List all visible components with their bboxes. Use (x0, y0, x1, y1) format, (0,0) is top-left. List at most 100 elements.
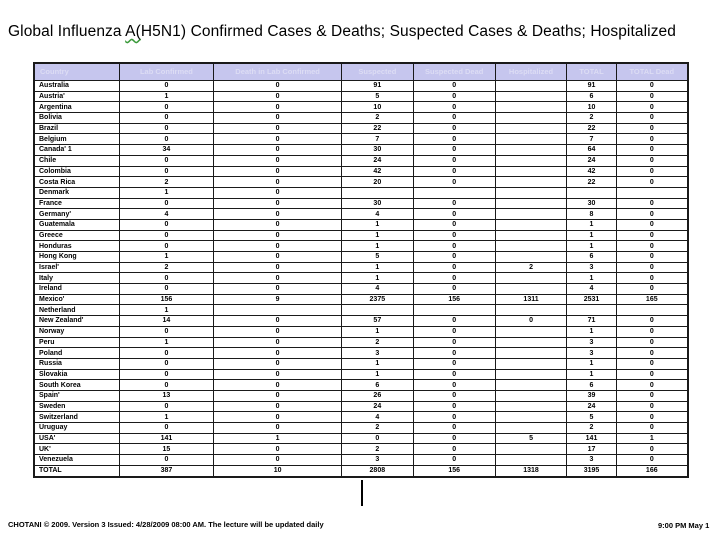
value-cell: 1 (566, 218, 617, 231)
value-cell: 0 (213, 400, 342, 413)
value-cell: 2 (340, 422, 414, 434)
value-cell: 0 (615, 357, 689, 370)
value-cell: 3195 (566, 464, 617, 478)
country-cell: Slovakia (33, 368, 120, 381)
value-cell: 4 (340, 208, 414, 220)
value-cell: 1 (213, 432, 342, 445)
table-row: Mexico' 156 9 2375 156 1311 2531 165 (33, 293, 689, 306)
value-cell: 0 (615, 154, 689, 167)
value-cell: 2 (340, 336, 414, 349)
value-cell: 0 (412, 368, 496, 381)
column-header: TOTAL Dead (615, 62, 689, 81)
value-cell: 1 (566, 272, 617, 285)
value-cell: 0 (118, 165, 215, 178)
table-row: Italy 0 0 1 0 1 0 (33, 272, 689, 285)
country-cell: Australia (33, 80, 120, 92)
table-row: Sweden 0 0 24 0 24 0 (33, 400, 689, 413)
footer-copyright: CHOTANI © 2009. Version 3 Issued: 4/28/2… (8, 520, 324, 529)
table-row: Ireland 0 0 4 0 4 0 (33, 283, 689, 295)
value-cell: 156 (412, 293, 496, 306)
value-cell: 0 (118, 101, 215, 114)
value-cell: 0 (213, 422, 342, 434)
value-cell: 0 (213, 80, 342, 92)
value-cell: 64 (566, 144, 617, 156)
value-cell: 387 (118, 464, 215, 478)
value-cell: 1 (566, 357, 617, 370)
value-cell: 141 (118, 432, 215, 445)
country-cell: UK' (33, 443, 120, 456)
country-cell: Bolivia (33, 112, 120, 124)
value-cell: 0 (118, 80, 215, 92)
value-cell: 0 (615, 240, 689, 252)
country-cell: Uruguay (33, 422, 120, 434)
value-cell: 0 (412, 229, 496, 242)
value-cell: 1 (340, 325, 414, 338)
country-cell: Switzerland (33, 411, 120, 423)
title-text-after: H5N1) Confirmed Cases & Deaths; Suspecte… (140, 23, 676, 40)
value-cell: 0 (412, 443, 496, 456)
page-title: Global Influenza A(H5N1) Confirmed Cases… (8, 23, 676, 41)
value-cell: 1 (340, 229, 414, 242)
value-cell: 0 (213, 165, 342, 178)
value-cell: 0 (118, 240, 215, 252)
value-cell: 5 (566, 411, 617, 423)
value-cell: 91 (340, 80, 414, 92)
value-cell: 0 (615, 133, 689, 146)
value-cell: 1 (340, 368, 414, 381)
value-cell: 0 (412, 80, 496, 92)
value-cell: 0 (213, 272, 342, 285)
value-cell (494, 347, 568, 359)
value-cell (494, 325, 568, 338)
value-cell: 0 (615, 80, 689, 92)
value-cell: 30 (566, 197, 617, 210)
country-cell: Sweden (33, 400, 120, 413)
country-cell: New Zealand' (33, 315, 120, 327)
value-cell: 1 (118, 251, 215, 263)
value-cell (494, 186, 568, 199)
value-cell: 1 (340, 240, 414, 252)
country-cell: Venezuela (33, 454, 120, 466)
value-cell: 1 (340, 261, 414, 274)
value-cell: 0 (340, 432, 414, 445)
value-cell (494, 122, 568, 135)
value-cell (494, 400, 568, 413)
value-cell: 2 (118, 261, 215, 274)
value-cell: 0 (615, 144, 689, 156)
country-cell: Italy (33, 272, 120, 285)
value-cell: 0 (213, 454, 342, 466)
value-cell: 0 (412, 101, 496, 114)
value-cell: 2375 (340, 293, 414, 306)
value-cell (566, 186, 617, 199)
table-row: South Korea 0 0 6 0 6 0 (33, 379, 689, 391)
value-cell: 0 (412, 251, 496, 263)
value-cell: 6 (566, 379, 617, 391)
value-cell: 0 (213, 347, 342, 359)
value-cell: 0 (412, 218, 496, 231)
table-row: France 0 0 30 0 30 0 (33, 197, 689, 210)
value-cell: 0 (118, 218, 215, 231)
value-cell: 6 (566, 251, 617, 263)
value-cell: 0 (615, 454, 689, 466)
value-cell: 0 (494, 315, 568, 327)
value-cell: 0 (615, 208, 689, 220)
value-cell: 0 (615, 443, 689, 456)
value-cell: 0 (118, 133, 215, 146)
country-cell: TOTAL (33, 464, 120, 478)
value-cell: 2 (494, 261, 568, 274)
value-cell: 0 (412, 112, 496, 124)
value-cell (566, 304, 617, 317)
value-cell: 0 (213, 218, 342, 231)
value-cell: 4 (340, 411, 414, 423)
footer-timestamp: 9:00 PM May 1 (658, 521, 710, 530)
country-cell: Denmark (33, 186, 120, 199)
value-cell (494, 454, 568, 466)
value-cell: 24 (566, 400, 617, 413)
value-cell: 14 (118, 315, 215, 327)
value-cell: 3 (340, 347, 414, 359)
country-cell: USA' (33, 432, 120, 445)
value-cell: 0 (213, 208, 342, 220)
value-cell: 17 (566, 443, 617, 456)
value-cell (494, 304, 568, 317)
value-cell: 1 (340, 357, 414, 370)
value-cell: 0 (412, 272, 496, 285)
